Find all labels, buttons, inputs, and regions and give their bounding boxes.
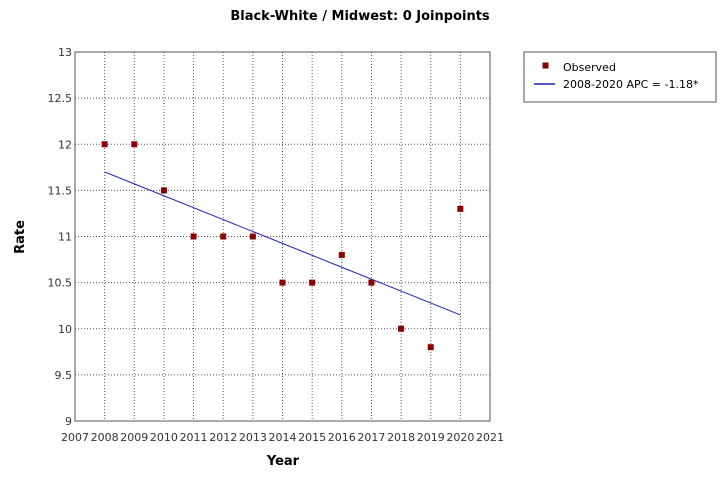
y-tick-label: 11 <box>58 231 72 244</box>
legend-fitted-label: 2008-2020 APC = -1.18* <box>563 78 699 91</box>
observed-point <box>190 233 197 240</box>
x-tick-label: 2010 <box>150 431 178 444</box>
x-tick-label: 2008 <box>91 431 119 444</box>
observed-point <box>160 187 167 194</box>
y-tick-label: 9 <box>65 415 72 428</box>
y-axis-title: Rate <box>13 220 28 254</box>
x-tick-label: 2020 <box>446 431 474 444</box>
x-axis-title: Year <box>266 454 300 469</box>
x-tick-label: 2017 <box>357 431 385 444</box>
y-tick-label: 12 <box>58 138 72 151</box>
observed-point <box>131 141 138 148</box>
y-tick-label: 11.5 <box>48 184 73 197</box>
observed-point <box>457 205 464 212</box>
observed-point <box>279 279 286 286</box>
x-tick-label: 2007 <box>61 431 89 444</box>
y-tick-label: 10 <box>58 323 72 336</box>
observed-point <box>427 344 434 351</box>
observed-point <box>368 279 375 286</box>
observed-point <box>338 251 345 258</box>
x-tick-label: 2015 <box>298 431 326 444</box>
fitted-trend-line <box>104 171 461 316</box>
observed-point <box>309 279 316 286</box>
x-tick-label: 2021 <box>476 431 504 444</box>
x-tick-label: 2016 <box>328 431 356 444</box>
tick-labels: 2007 2008 2009 2010 2011 2012 2013 2014 2015 2016… <box>48 46 505 444</box>
legend: Observed 2008-2020 APC = -1.18* <box>523 51 717 103</box>
y-tick-label: 12.5 <box>48 92 73 105</box>
x-tick-label: 2013 <box>239 431 267 444</box>
legend-observed-label: Observed <box>563 61 616 74</box>
observed-point <box>398 325 405 332</box>
x-tick-label: 2018 <box>387 431 415 444</box>
x-tick-label: 2009 <box>120 431 148 444</box>
y-tick-label: 13 <box>58 46 72 59</box>
observed-point <box>101 141 108 148</box>
grid-lines <box>75 52 490 421</box>
y-tick-label: 9.5 <box>55 369 73 382</box>
x-tick-label: 2014 <box>269 431 297 444</box>
x-tick-label: 2012 <box>209 431 237 444</box>
observed-point <box>249 233 256 240</box>
chart-title: Black-White / Midwest: 0 Joinpoints <box>230 9 490 24</box>
legend-observed-marker <box>542 62 549 69</box>
legend-box <box>523 51 717 103</box>
y-tick-label: 10.5 <box>48 277 73 290</box>
observed-point <box>220 233 227 240</box>
x-tick-label: 2019 <box>417 431 445 444</box>
data-series <box>101 141 464 351</box>
x-tick-label: 2011 <box>180 431 208 444</box>
